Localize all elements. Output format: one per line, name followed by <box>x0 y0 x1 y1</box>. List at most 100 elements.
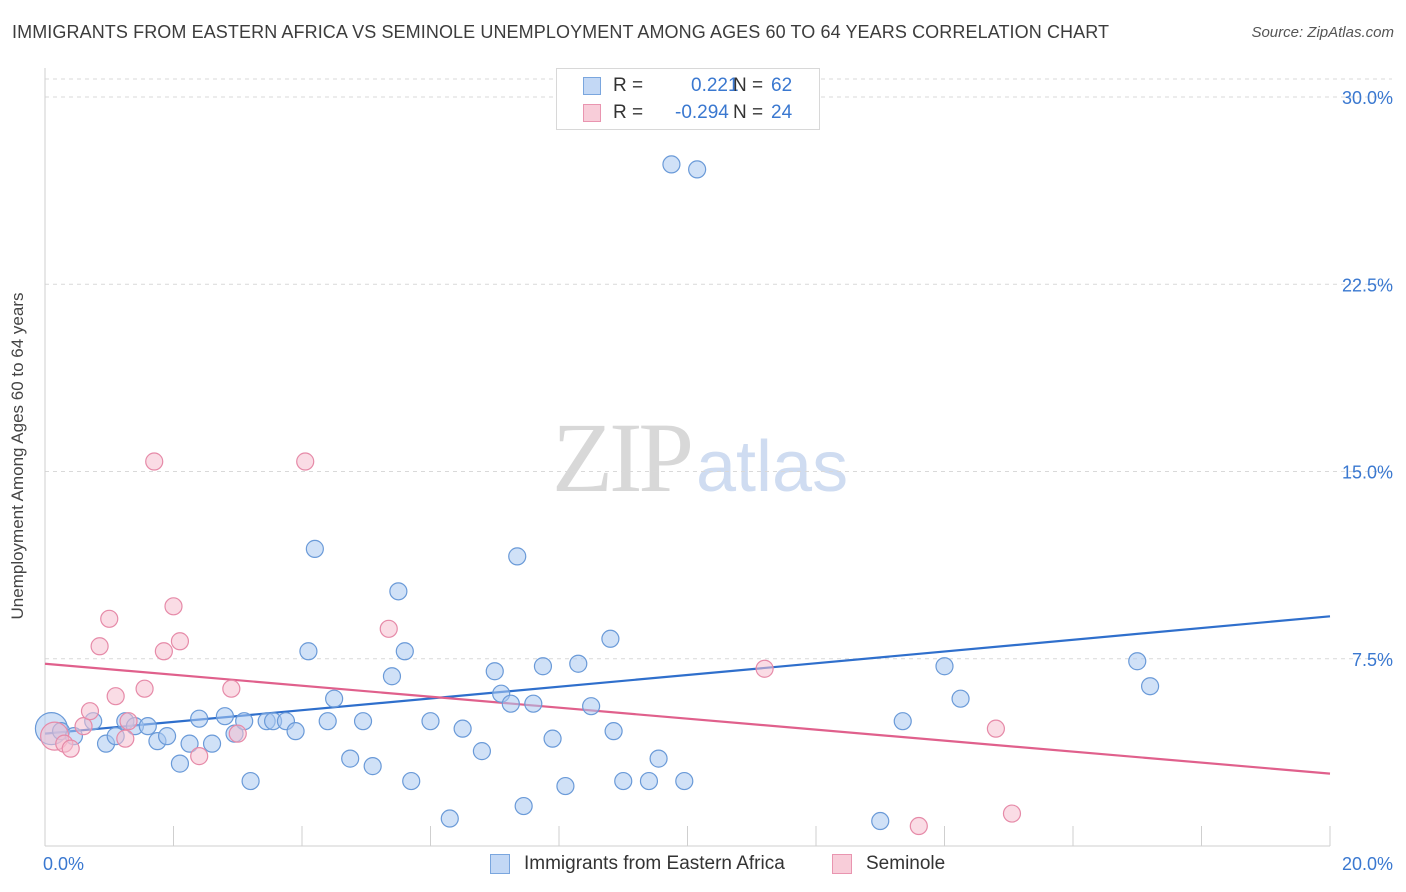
data-point-seminole <box>135 679 154 698</box>
watermark: ZIPatlas <box>552 400 848 515</box>
legend-r-label: R = <box>613 75 644 96</box>
data-point-seminole <box>190 747 209 766</box>
data-point-immigrants <box>402 771 421 791</box>
data-point-immigrants <box>533 657 553 676</box>
correlation-legend: R = 0.221 N = 62 R = -0.294 N = 24 <box>556 68 820 130</box>
data-point-immigrants <box>395 642 414 661</box>
data-point-seminole <box>379 619 398 638</box>
data-point-immigrants <box>935 657 954 676</box>
data-point-immigrants <box>138 717 157 736</box>
trend-line-seminole <box>44 662 1331 775</box>
data-point-immigrants <box>543 729 562 748</box>
data-point-immigrants <box>524 694 543 713</box>
data-point-immigrants <box>662 155 681 174</box>
data-point-immigrants <box>675 771 694 791</box>
x-tick-label-max: 20.0% <box>1342 854 1393 874</box>
data-point-immigrants <box>556 776 575 796</box>
data-point-immigrants <box>1140 677 1160 696</box>
legend-swatch-immigrants <box>583 77 601 95</box>
data-point-immigrants <box>582 697 601 716</box>
data-point-seminole <box>100 609 119 628</box>
trend-lines <box>44 615 1331 775</box>
bottom-legend-swatch-immigrants <box>490 854 510 874</box>
legend-swatch-seminole <box>583 104 601 122</box>
data-point-immigrants <box>341 749 360 768</box>
data-point-immigrants <box>286 722 305 741</box>
trend-line-immigrants <box>44 615 1331 735</box>
data-point-immigrants <box>305 539 324 558</box>
y-tick-label: 7.5% <box>1352 650 1393 670</box>
data-point-seminole <box>296 452 315 471</box>
data-point-immigrants <box>325 689 344 708</box>
gridlines <box>45 78 1392 660</box>
data-point-seminole <box>228 724 247 743</box>
data-point-immigrants <box>614 771 633 791</box>
data-point-seminole <box>170 632 190 651</box>
bottom-legend-label-seminole: Seminole <box>866 853 946 874</box>
data-point-immigrants <box>241 771 260 791</box>
data-point-immigrants <box>639 771 659 791</box>
data-point-immigrants <box>514 796 533 816</box>
data-point-immigrants <box>190 709 209 728</box>
data-point-immigrants <box>1128 652 1147 671</box>
legend-r-value-seminole: -0.294 <box>675 102 729 123</box>
data-point-immigrants <box>353 712 373 731</box>
data-point-immigrants <box>170 754 190 773</box>
data-point-immigrants <box>363 757 382 776</box>
data-point-immigrants <box>157 727 177 746</box>
data-point-immigrants <box>649 749 668 768</box>
data-point-immigrants <box>508 547 527 566</box>
y-axis-label: Unemployment Among Ages 60 to 64 years <box>8 292 27 620</box>
data-point-immigrants <box>180 734 199 753</box>
data-point-seminole <box>61 739 80 758</box>
series-seminole-points <box>40 452 1022 836</box>
data-point-immigrants <box>951 689 970 708</box>
chart-title: IMMIGRANTS FROM EASTERN AFRICA VS SEMINO… <box>12 22 1110 42</box>
legend-n-value-seminole: 24 <box>771 102 793 123</box>
watermark-zip: ZIP <box>552 402 694 513</box>
data-point-immigrants <box>440 809 459 828</box>
data-point-seminole <box>80 702 100 721</box>
data-point-immigrants <box>421 712 440 731</box>
data-point-seminole <box>106 687 125 706</box>
legend-n-label: N = <box>733 75 764 96</box>
data-point-immigrants <box>893 712 912 731</box>
bottom-legend-label-immigrants: Immigrants from Eastern Africa <box>524 853 785 874</box>
legend-r-label: R = <box>613 102 644 123</box>
data-point-seminole <box>116 729 135 748</box>
data-point-seminole <box>119 712 138 731</box>
tick-labels: 7.5% 15.0% 22.5% 30.0% 0.0% 20.0% <box>43 88 1393 874</box>
data-point-immigrants <box>382 667 402 686</box>
legend-r-value-immigrants: 0.221 <box>691 75 739 96</box>
data-point-immigrants <box>569 654 588 673</box>
data-point-seminole <box>909 816 928 836</box>
data-point-immigrants <box>453 719 472 738</box>
data-point-seminole <box>154 642 173 661</box>
source-credit: Source: ZipAtlas.com <box>1251 24 1394 41</box>
data-point-seminole <box>145 452 164 471</box>
data-point-seminole <box>74 717 93 736</box>
y-tick-label: 15.0% <box>1342 463 1393 483</box>
legend-n-label: N = <box>733 102 764 123</box>
data-point-immigrants <box>472 742 491 761</box>
data-point-immigrants <box>604 722 623 741</box>
y-tick-label: 30.0% <box>1342 88 1393 108</box>
data-point-immigrants <box>485 662 504 681</box>
data-point-seminole <box>1002 804 1022 823</box>
y-tick-label: 22.5% <box>1342 275 1393 295</box>
data-point-immigrants <box>215 707 234 726</box>
data-point-immigrants <box>871 811 890 831</box>
data-point-immigrants <box>202 734 222 753</box>
data-point-immigrants <box>688 160 707 179</box>
data-point-seminole <box>164 597 183 616</box>
x-tick-label-min: 0.0% <box>43 854 84 874</box>
legend-n-value-immigrants: 62 <box>771 75 793 96</box>
data-point-seminole <box>90 637 109 656</box>
data-point-seminole <box>222 679 241 698</box>
watermark-atlas: atlas <box>696 427 849 507</box>
data-point-immigrants <box>318 712 337 731</box>
data-point-seminole <box>755 659 774 678</box>
data-point-immigrants <box>501 694 520 713</box>
bottom-legend-swatch-seminole <box>832 854 852 874</box>
